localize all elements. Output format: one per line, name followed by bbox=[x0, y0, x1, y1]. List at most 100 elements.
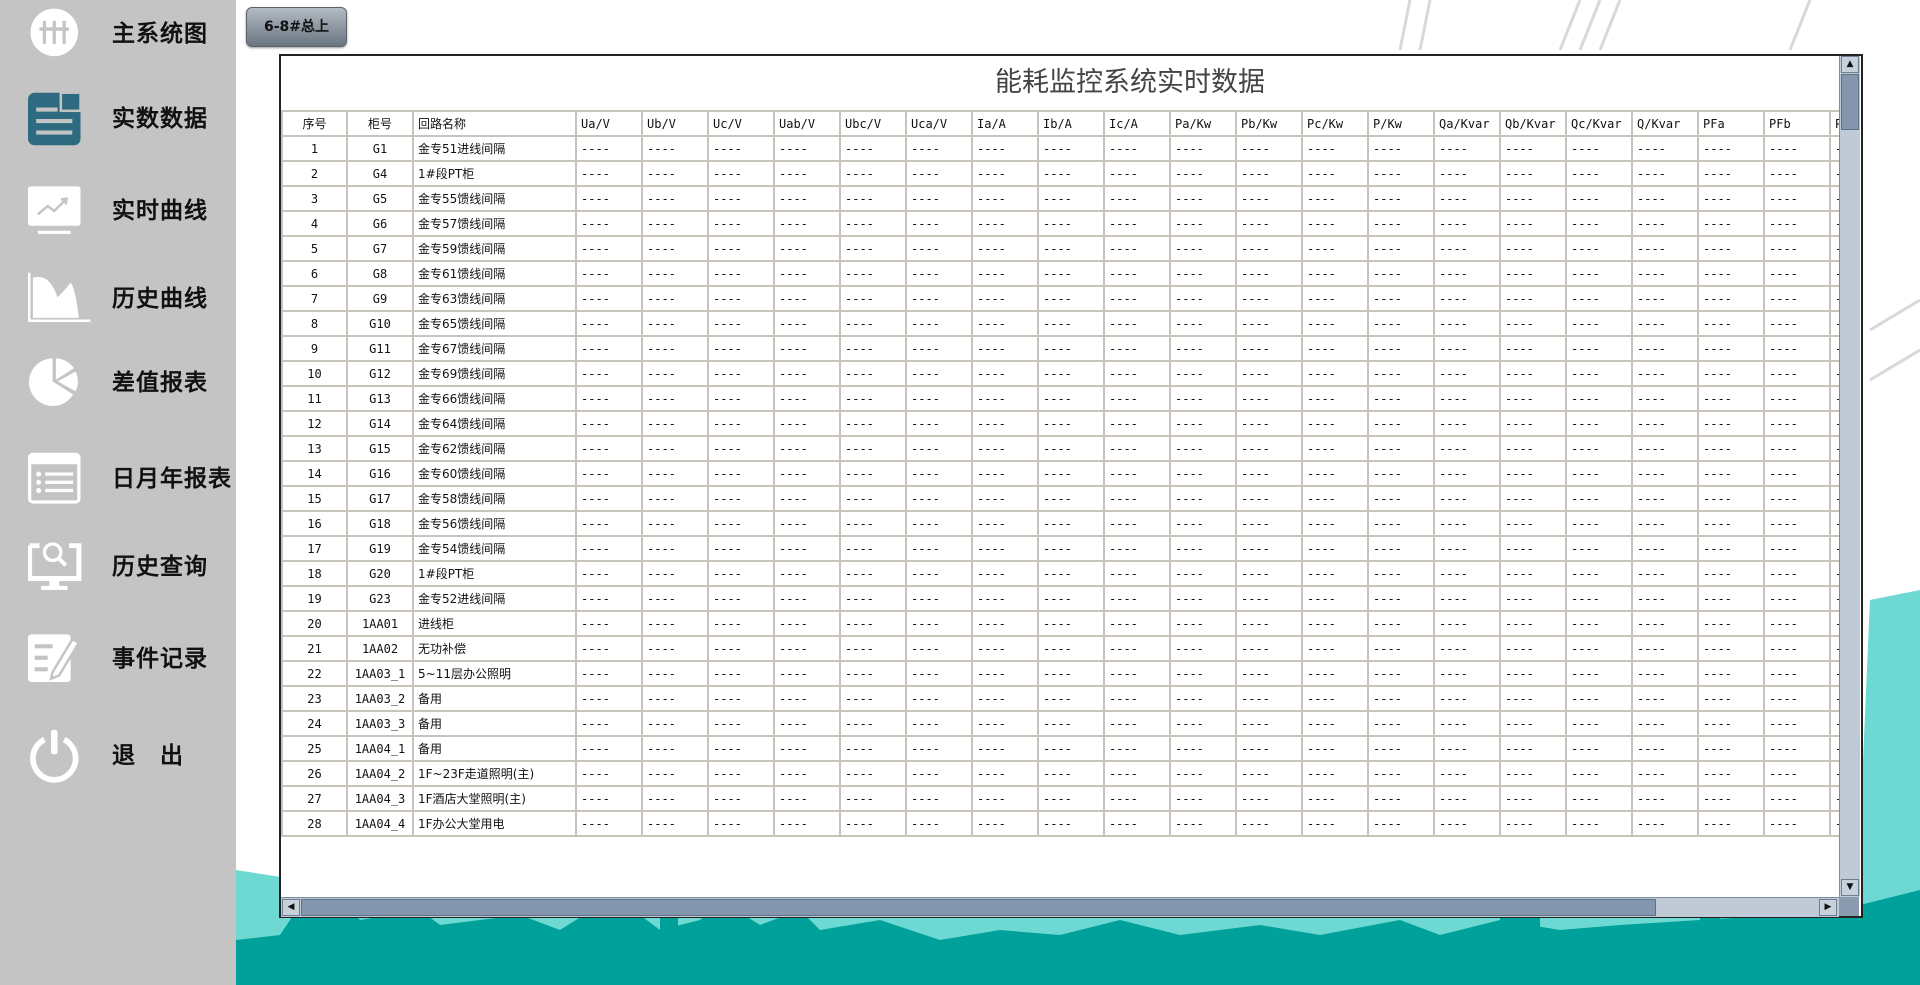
sidebar-item-9[interactable]: 退 出 bbox=[0, 716, 236, 796]
sidebar-item-8[interactable]: 事件记录 bbox=[0, 619, 236, 699]
value-cell: ---- bbox=[1367, 135, 1435, 162]
horizontal-scroll-thumb[interactable] bbox=[301, 899, 1656, 916]
scroll-left-arrow-icon[interactable]: ◀ bbox=[282, 899, 300, 916]
value-cell: ---- bbox=[773, 335, 841, 362]
power-icon bbox=[30, 729, 79, 783]
value-cell: ---- bbox=[773, 435, 841, 462]
table-row[interactable]: 25 1AA04_1 备用 ---- ---- ---- ---- ---- ---- ---- -… bbox=[281, 735, 1839, 762]
scroll-down-arrow-icon[interactable]: ▼ bbox=[1841, 879, 1859, 896]
value-cell: ---- bbox=[641, 585, 709, 612]
row-number: 16 bbox=[281, 510, 348, 537]
sidebar-item-1[interactable]: 主系统图 bbox=[0, 0, 236, 74]
value-cell: ---- bbox=[1235, 610, 1303, 637]
scroll-up-arrow-icon[interactable]: ▲ bbox=[1841, 56, 1859, 73]
value-cell: ---- bbox=[1169, 185, 1237, 212]
table-row[interactable]: 18 G20 1#段PT柜 ---- ---- ---- ---- ---- ---- ---- -… bbox=[281, 560, 1839, 587]
value-cell: ---- bbox=[1829, 235, 1839, 262]
table-row[interactable]: 24 1AA03_3 备用 ---- ---- ---- ---- ---- ---- ---- -… bbox=[281, 710, 1839, 737]
value-cell: ---- bbox=[839, 710, 907, 737]
table-row[interactable]: 14 G16 金专60馈线间隔 ---- ---- ---- ---- ---- ---- ---… bbox=[281, 460, 1839, 487]
table-row[interactable]: 23 1AA03_2 备用 ---- ---- ---- ---- ---- ---- ---- -… bbox=[281, 685, 1839, 712]
sidebar-item-6[interactable]: 日月年报表 bbox=[0, 439, 236, 519]
value-cell: ---- bbox=[1433, 135, 1501, 162]
table-row[interactable]: 28 1AA04_4 1F办公大堂用电 ---- ---- ---- ---- ---- ---… bbox=[281, 810, 1839, 837]
column-header: PFa bbox=[1697, 110, 1765, 137]
value-cell: ---- bbox=[707, 360, 775, 387]
value-cell: ---- bbox=[1169, 210, 1237, 237]
value-cell: ---- bbox=[773, 160, 841, 187]
value-cell: ---- bbox=[1829, 785, 1839, 812]
value-cell: ---- bbox=[1037, 335, 1105, 362]
value-cell: ---- bbox=[1829, 685, 1839, 712]
table-row[interactable]: 13 G15 金专62馈线间隔 ---- ---- ---- ---- ---- ---- ---… bbox=[281, 435, 1839, 462]
table-row[interactable]: 1 G1 金专51进线间隔 ---- ---- ---- ---- ---- ---- ---- -… bbox=[281, 135, 1839, 162]
table-row[interactable]: 4 G6 金专57馈线间隔 ---- ---- ---- ---- ---- ---- ---- -… bbox=[281, 210, 1839, 237]
table-row[interactable]: 7 G9 金专63馈线间隔 ---- ---- ---- ---- ---- ---- ---- -… bbox=[281, 285, 1839, 312]
column-header: Ib/A bbox=[1037, 110, 1105, 137]
table-row[interactable]: 27 1AA04_3 1F酒店大堂照明(主) ---- ---- ---- ---- ----… bbox=[281, 785, 1839, 812]
table-row[interactable]: 21 1AA02 无功补偿 ---- ---- ---- ---- ---- ---- ---- -… bbox=[281, 635, 1839, 662]
table-row[interactable]: 11 G13 金专66馈线间隔 ---- ---- ---- ---- ---- ---- ---… bbox=[281, 385, 1839, 412]
scroll-right-arrow-icon[interactable]: ▶ bbox=[1819, 899, 1837, 916]
sidebar-item-3[interactable]: 实时曲线 bbox=[0, 171, 236, 251]
value-cell: ---- bbox=[1499, 685, 1567, 712]
sidebar-nav: 主系统图 实数数据实时曲线 历史曲线 差值报表日月年报表 历史查询事件记录退 出 bbox=[0, 0, 236, 985]
circuit-name: 1#段PT柜 bbox=[412, 560, 577, 587]
value-cell: ---- bbox=[1103, 385, 1171, 412]
value-cell: ---- bbox=[905, 635, 973, 662]
value-cell: ---- bbox=[1103, 485, 1171, 512]
table-row[interactable]: 3 G5 金专55馈线间隔 ---- ---- ---- ---- ---- ---- ---- -… bbox=[281, 185, 1839, 212]
value-cell: ---- bbox=[1433, 160, 1501, 187]
value-cell: ---- bbox=[1103, 410, 1171, 437]
value-cell: ---- bbox=[773, 210, 841, 237]
value-cell: ---- bbox=[905, 485, 973, 512]
table-row[interactable]: 8 G10 金专65馈线间隔 ---- ---- ---- ---- ---- ---- ----… bbox=[281, 310, 1839, 337]
table-row[interactable]: 17 G19 金专54馈线间隔 ---- ---- ---- ---- ---- ---- ---… bbox=[281, 535, 1839, 562]
table-row[interactable]: 15 G17 金专58馈线间隔 ---- ---- ---- ---- ---- ---- ---… bbox=[281, 485, 1839, 512]
value-cell: ---- bbox=[1565, 660, 1633, 687]
sidebar-item-5[interactable]: 差值报表 bbox=[0, 343, 236, 423]
value-cell: ---- bbox=[1697, 585, 1765, 612]
table-row[interactable]: 12 G14 金专64馈线间隔 ---- ---- ---- ---- ---- ---- ---… bbox=[281, 410, 1839, 437]
cabinet-number: 1AA03_2 bbox=[346, 685, 414, 712]
sidebar-item-4[interactable]: 历史曲线 bbox=[0, 259, 236, 339]
value-cell: ---- bbox=[1565, 385, 1633, 412]
table-row[interactable]: 9 G11 金专67馈线间隔 ---- ---- ---- ---- ---- ---- ----… bbox=[281, 335, 1839, 362]
table-row[interactable]: 2 G4 1#段PT柜 ---- ---- ---- ---- ---- ---- ---- ---… bbox=[281, 160, 1839, 187]
horizontal-scrollbar[interactable]: ◀ ▶ bbox=[281, 897, 1839, 917]
value-cell: ---- bbox=[1499, 410, 1567, 437]
vertical-scrollbar[interactable]: ▲ ▼ bbox=[1839, 56, 1860, 897]
trend-monitor-icon bbox=[28, 186, 81, 234]
value-cell: ---- bbox=[1631, 760, 1699, 787]
table-row[interactable]: 10 G12 金专69馈线间隔 ---- ---- ---- ---- ---- ---- ---… bbox=[281, 360, 1839, 387]
value-cell: ---- bbox=[1169, 660, 1237, 687]
table-row[interactable]: 5 G7 金专59馈线间隔 ---- ---- ---- ---- ---- ---- ---- -… bbox=[281, 235, 1839, 262]
sidebar-item-2[interactable]: 实数数据 bbox=[0, 79, 236, 159]
value-cell: ---- bbox=[707, 185, 775, 212]
value-cell: ---- bbox=[641, 660, 709, 687]
value-cell: ---- bbox=[641, 385, 709, 412]
table-row[interactable]: 20 1AA01 进线柜 ---- ---- ---- ---- ---- ---- ---- --… bbox=[281, 610, 1839, 637]
value-cell: ---- bbox=[905, 710, 973, 737]
value-cell: ---- bbox=[1235, 535, 1303, 562]
value-cell: ---- bbox=[1565, 160, 1633, 187]
table-row[interactable]: 19 G23 金专52进线间隔 ---- ---- ---- ---- ---- ---- ---… bbox=[281, 585, 1839, 612]
table-row[interactable]: 16 G18 金专56馈线间隔 ---- ---- ---- ---- ---- ---- ---… bbox=[281, 510, 1839, 537]
sidebar-item-7[interactable]: 历史查询 bbox=[0, 527, 236, 607]
value-cell: ---- bbox=[1565, 460, 1633, 487]
value-cell: ---- bbox=[905, 235, 973, 262]
value-cell: ---- bbox=[1301, 785, 1369, 812]
value-cell: ---- bbox=[839, 435, 907, 462]
value-cell: ---- bbox=[971, 460, 1039, 487]
table-row[interactable]: 26 1AA04_2 1F~23F走道照明(主) ---- ---- ---- ---- --… bbox=[281, 760, 1839, 787]
value-cell: ---- bbox=[905, 660, 973, 687]
table-row[interactable]: 22 1AA03_1 5~11层办公照明 ---- ---- ---- ---- ---- --… bbox=[281, 660, 1839, 687]
section-button[interactable]: 6-8#总上 bbox=[246, 7, 347, 47]
value-cell: ---- bbox=[1829, 610, 1839, 637]
value-cell: ---- bbox=[707, 585, 775, 612]
value-cell: ---- bbox=[1433, 335, 1501, 362]
vertical-scroll-thumb[interactable] bbox=[1841, 74, 1859, 130]
value-cell: ---- bbox=[707, 260, 775, 287]
row-number: 1 bbox=[281, 135, 348, 162]
table-row[interactable]: 6 G8 金专61馈线间隔 ---- ---- ---- ---- ---- ---- ---- -… bbox=[281, 260, 1839, 287]
